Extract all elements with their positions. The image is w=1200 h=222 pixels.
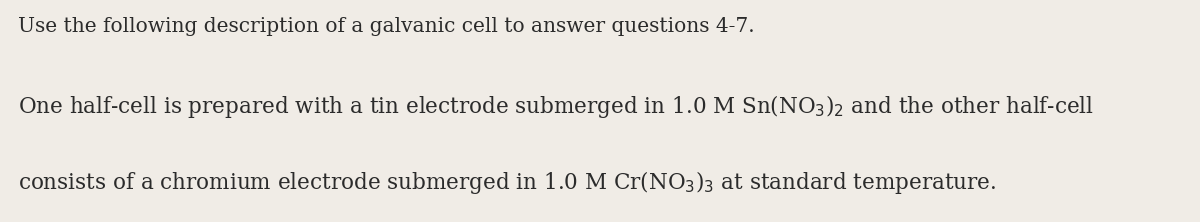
Text: Use the following description of a galvanic cell to answer questions 4-7.: Use the following description of a galva…	[18, 17, 755, 36]
Text: consists of a chromium electrode submerged in 1.0 M Cr(NO$_3$)$_3$ at standard t: consists of a chromium electrode submerg…	[18, 168, 996, 196]
Text: One half-cell is prepared with a tin electrode submerged in 1.0 M Sn(NO$_3$)$_2$: One half-cell is prepared with a tin ele…	[18, 93, 1094, 120]
